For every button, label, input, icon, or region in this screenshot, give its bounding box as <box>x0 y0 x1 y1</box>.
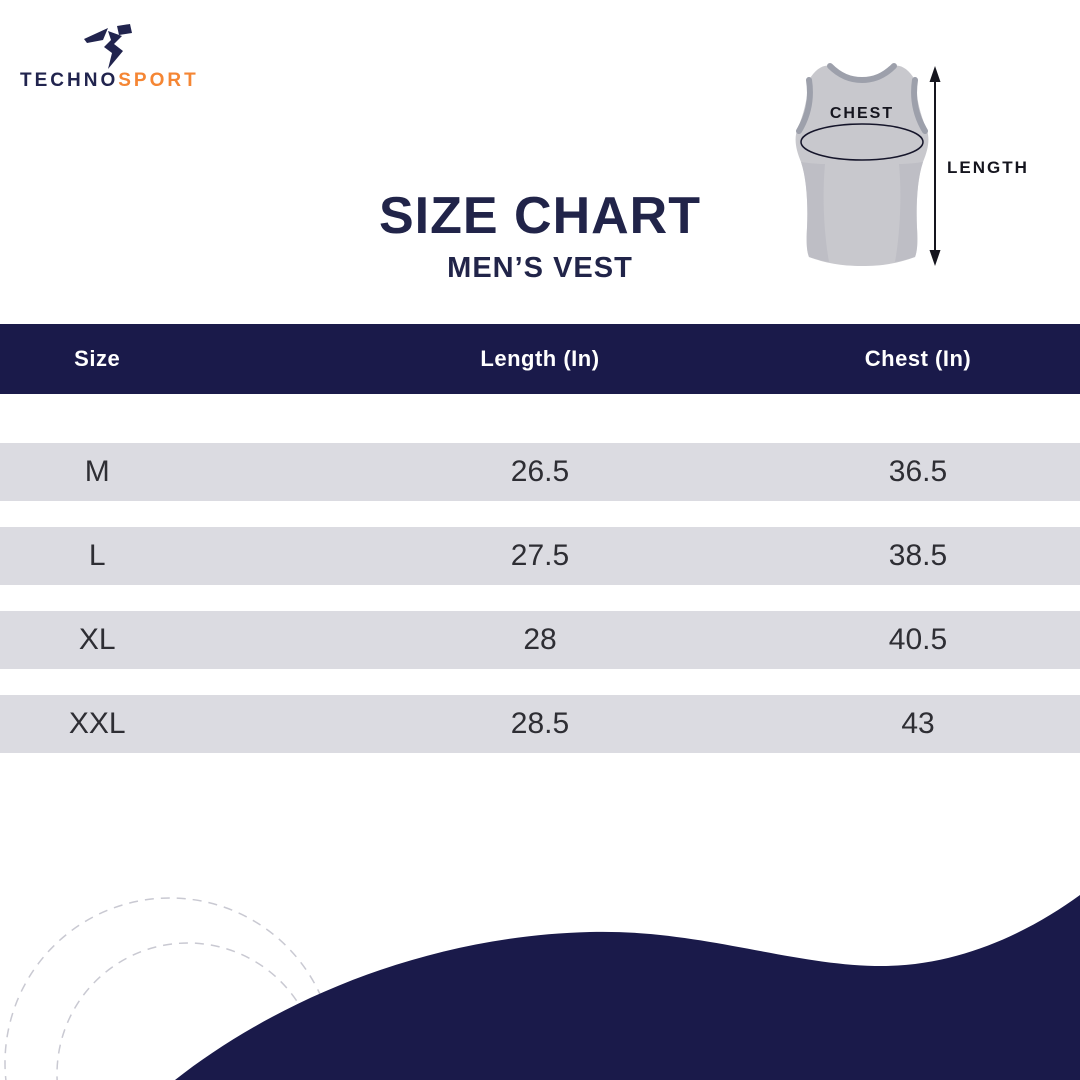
row-cell-size: XL <box>78 623 116 656</box>
size-table-row: M 26.5 36.5 <box>0 443 1080 501</box>
row-cell-length: 28 <box>523 623 557 656</box>
row-cell-chest: 36.5 <box>888 455 948 488</box>
vest-neck-trim <box>827 63 897 84</box>
row-cell-length: 28.5 <box>510 707 570 740</box>
header-cell-length: Length (In) <box>480 346 600 371</box>
bottom-wave-decoration <box>4 895 1080 1080</box>
chest-ellipse <box>800 123 924 161</box>
length-label: LENGTH <box>947 158 1029 177</box>
page-title: SIZE CHART <box>379 187 701 245</box>
page-subtitle: MEN’S VEST <box>447 252 633 284</box>
size-table-body: M 26.5 36.5 L 27.5 38.5 XL 28 40.5 XXL 2… <box>0 443 1080 779</box>
row-cell-size: XXL <box>68 707 126 740</box>
row-cell-length: 26.5 <box>510 455 570 488</box>
row-cell-chest: 43 <box>901 707 935 740</box>
row-cell-size: L <box>88 539 106 572</box>
vest-diagram: CHEST LENGTH <box>795 63 1029 266</box>
row-cell-length: 27.5 <box>510 539 570 572</box>
navy-wave <box>175 895 1080 1080</box>
row-cell-size: M <box>84 455 110 488</box>
vest-shade-left <box>801 162 829 262</box>
header-cell-chest: Chest (In) <box>864 346 972 371</box>
vest-armhole-left-trim <box>796 77 813 134</box>
vest-shade-right <box>895 162 923 262</box>
brand-name-techno: TECHNO <box>20 70 119 91</box>
size-table-row: XL 28 40.5 <box>0 611 1080 669</box>
length-arrow <box>929 66 941 266</box>
size-table-row: L 27.5 38.5 <box>0 527 1080 585</box>
row-cell-chest: 38.5 <box>888 539 948 572</box>
size-table-header: Size Length (In) Chest (In) <box>0 324 1080 394</box>
row-cell-chest: 40.5 <box>888 623 948 656</box>
brand-name-sport: SPORT <box>118 70 199 91</box>
chest-label: CHEST <box>830 105 894 122</box>
vest-armhole-right-trim <box>911 77 928 134</box>
size-table-row: XXL 28.5 43 <box>0 695 1080 753</box>
vest-body <box>795 65 929 266</box>
brand-name: TECHNOSPORT <box>20 70 199 92</box>
bird-icon <box>84 24 132 69</box>
header-cell-size: Size <box>74 346 121 371</box>
